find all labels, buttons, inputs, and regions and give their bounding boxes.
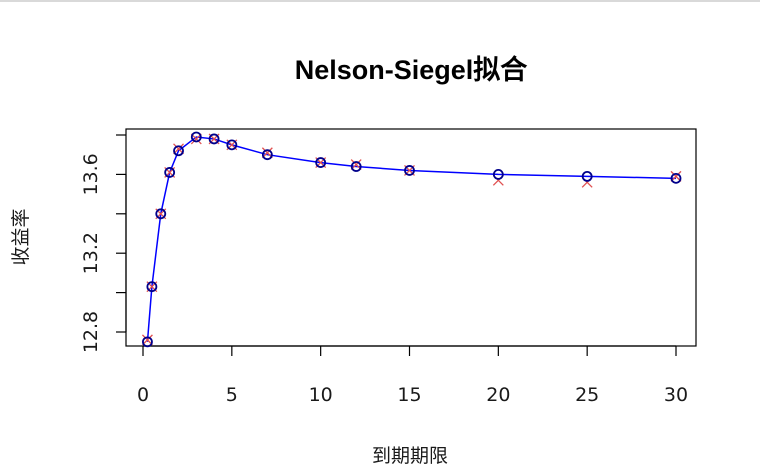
y-axis-label: 收益率	[10, 208, 32, 265]
y-tick-label: 13.2	[80, 232, 102, 274]
series-layer	[141, 131, 682, 348]
circle-marker	[190, 131, 202, 143]
circle-marker	[261, 149, 273, 161]
x-tick-label: 20	[486, 384, 510, 406]
cross-marker	[261, 147, 273, 159]
x-tick-label: 10	[309, 384, 333, 406]
circle-marker	[581, 170, 593, 182]
circle-marker	[146, 281, 158, 293]
circle-marker	[155, 208, 167, 220]
x-tick-label: 25	[575, 384, 599, 406]
y-tick-label: 12.8	[80, 311, 102, 353]
chart-title: Nelson-Siegel拟合	[295, 54, 528, 85]
x-tick-label: 0	[137, 384, 149, 406]
cross-marker	[173, 143, 184, 155]
x-tick-label: 15	[397, 384, 421, 406]
cross-marker	[141, 334, 153, 346]
circle-marker	[492, 168, 504, 180]
y-tick-label: 13.6	[80, 153, 102, 195]
circle-marker	[226, 139, 238, 151]
circle-marker	[173, 145, 184, 157]
x-tick-label: 30	[664, 384, 688, 406]
x-axis: 0 5 10 15 20 25 30	[137, 345, 688, 406]
cross-marker	[350, 159, 362, 171]
circle-marker	[670, 172, 682, 184]
cross-marker	[670, 170, 682, 182]
plot-box	[125, 128, 697, 347]
circle-marker	[164, 167, 176, 178]
circle-marker	[350, 161, 362, 172]
x-axis-label: 到期期限	[372, 445, 448, 467]
x-tick-label: 5	[226, 384, 238, 406]
circle-marker	[208, 133, 220, 145]
y-axis: 12.8 13.2 13.6	[80, 134, 127, 353]
circle-marker	[315, 157, 327, 168]
circle-marker	[142, 336, 153, 348]
cross-marker	[190, 133, 202, 145]
circle-marker	[404, 165, 415, 176]
